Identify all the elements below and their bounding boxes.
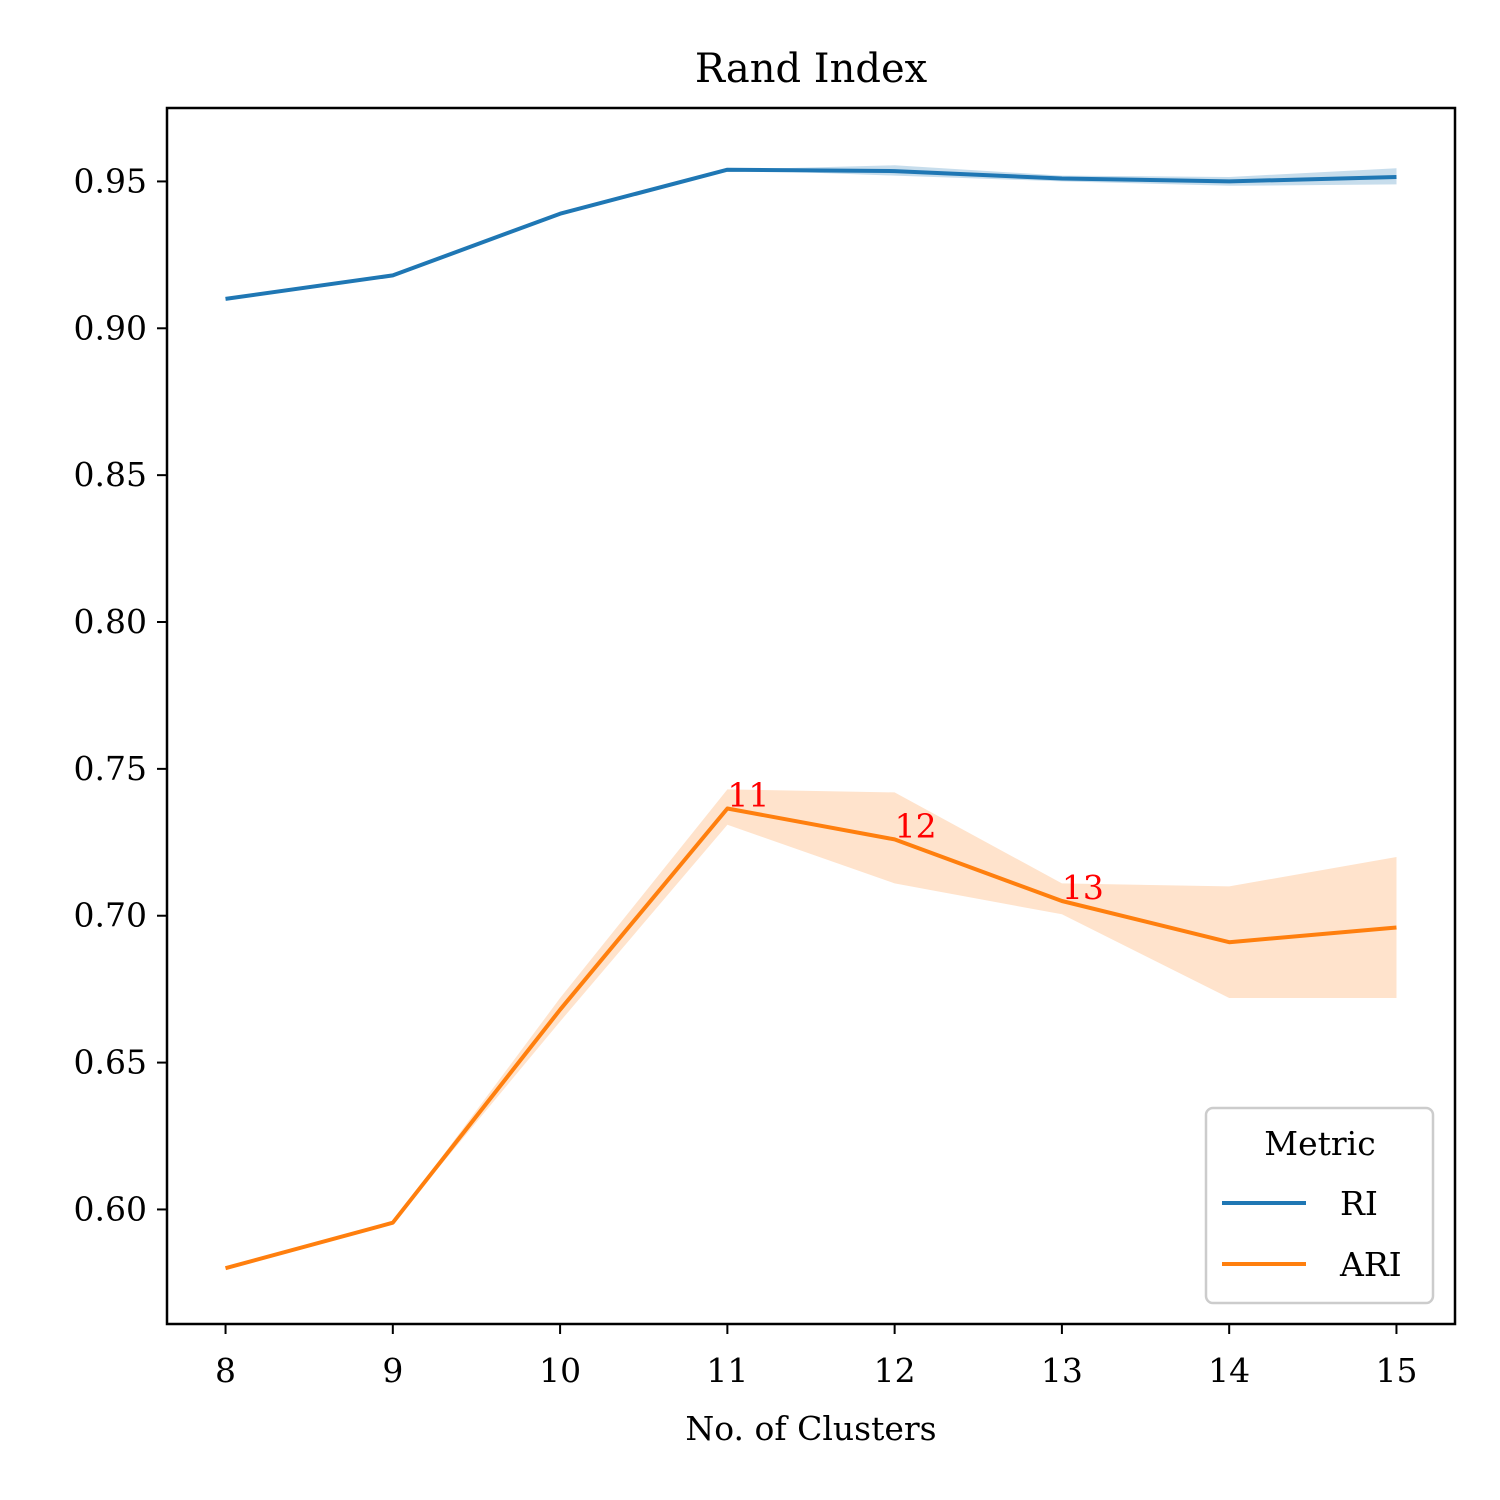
- x-tick-label: 9: [382, 1351, 403, 1390]
- confidence-bands: [225, 165, 1397, 1269]
- legend-title: Metric: [1264, 1124, 1375, 1163]
- y-tick-label: 0.65: [74, 1043, 147, 1082]
- data-point-ri-11: [727, 169, 728, 170]
- x-tick-label: 14: [1208, 1351, 1250, 1390]
- x-tick-label: 13: [1041, 1351, 1083, 1390]
- data-point-ari-15: [1396, 927, 1397, 928]
- series-band-ari: [225, 789, 1397, 1269]
- data-point-ari-10: [560, 1009, 561, 1010]
- annotation-11: 11: [727, 776, 769, 815]
- series-lines: [224, 167, 1397, 1271]
- x-tick-label: 8: [215, 1351, 236, 1390]
- y-tick-label: 0.90: [74, 308, 147, 347]
- annotation-13: 13: [1062, 868, 1104, 907]
- y-tick-label: 0.75: [74, 749, 147, 788]
- data-point-ri-15: [1396, 177, 1397, 178]
- series-line-ri: [225, 167, 1397, 301]
- data-point-ri-10: [560, 213, 561, 214]
- x-tick-label: 11: [706, 1351, 748, 1390]
- legend-box: [1204, 1106, 1435, 1305]
- data-point-ri-14: [1229, 181, 1230, 182]
- legend-label-ri: RI: [1340, 1184, 1378, 1223]
- annotation-12: 12: [895, 806, 937, 845]
- legend: Metric RI ARI: [1204, 1106, 1435, 1305]
- y-tick-label: 0.95: [74, 161, 147, 200]
- x-axis-label: No. of Clusters: [685, 1409, 936, 1448]
- data-point-ri-9: [392, 275, 393, 276]
- y-tick-label: 0.80: [74, 602, 147, 641]
- plot-frame: [165, 106, 1457, 1326]
- chart-title: Rand Index: [695, 46, 928, 92]
- y-tick-label: 0.85: [74, 455, 147, 494]
- y-tick-label: 0.70: [74, 896, 147, 935]
- data-point-ari-8: [225, 1268, 226, 1269]
- data-point-ari-14: [1229, 942, 1230, 943]
- x-tick-label: 10: [539, 1351, 581, 1390]
- series-line-ari: [224, 806, 1397, 1271]
- x-tick-label: 15: [1375, 1351, 1417, 1390]
- x-tick-label: 12: [874, 1351, 916, 1390]
- y-tick-label: 0.60: [74, 1189, 147, 1228]
- data-point-ari-9: [392, 1222, 393, 1223]
- point-annotations: 11 12 13: [727, 776, 1104, 908]
- data-point-ri-13: [1061, 178, 1062, 179]
- data-point-ri-12: [894, 171, 895, 172]
- legend-label-ari: ARI: [1339, 1245, 1402, 1284]
- series-band-ri: [225, 165, 1397, 299]
- y-axis-ticks: 0.60 0.65 0.70 0.75 0.80 0.85 0.90 0.95: [74, 161, 167, 1228]
- x-axis-ticks: 8 9 10 11 12 13 14 15: [215, 1324, 1417, 1390]
- data-point-ri-8: [225, 298, 226, 299]
